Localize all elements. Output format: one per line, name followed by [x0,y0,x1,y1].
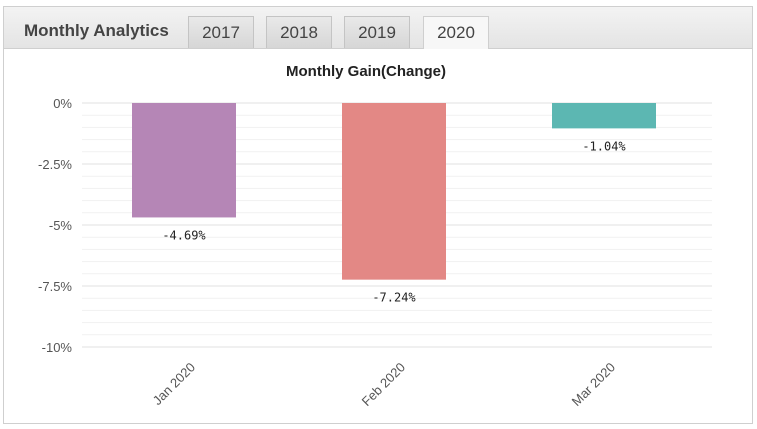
y-tick-label: -2.5% [38,157,72,172]
data-label: -1.04% [582,139,626,153]
data-label: -4.69% [162,228,206,242]
monthly-analytics-widget: Monthly Analytics 2017 2018 2019 2020 [3,6,753,424]
tab-bar: Monthly Analytics 2017 2018 2019 2020 [4,7,752,49]
tab-2017[interactable]: 2017 [188,16,254,48]
tab-2018[interactable]: 2018 [266,16,332,48]
x-tick-label: Mar 2020 [569,360,618,409]
x-tick-label: Jan 2020 [150,360,198,408]
y-tick-label: -7.5% [38,279,72,294]
tab-2020[interactable]: 2020 [423,16,489,49]
bar-jan-2020[interactable] [132,103,236,218]
tab-2019[interactable]: 2019 [344,16,410,48]
bar-mar-2020[interactable] [552,103,656,129]
y-tick-label: 0% [53,96,72,111]
data-label: -7.24% [372,291,416,305]
chart-title: Monthly Gain(Change) [286,63,446,80]
widget-title: Monthly Analytics [24,21,169,40]
y-axis: 0% -2.5% -5% -7.5% -10% [38,96,72,355]
data-labels: -4.69% -7.24% -1.04% [162,139,626,304]
x-axis: Jan 2020 Feb 2020 Mar 2020 [150,360,618,409]
bar-feb-2020[interactable] [342,103,446,280]
bar-series [132,103,656,280]
y-tick-label: -5% [49,218,73,233]
y-tick-label: -10% [42,340,73,355]
x-tick-label: Feb 2020 [359,360,408,409]
